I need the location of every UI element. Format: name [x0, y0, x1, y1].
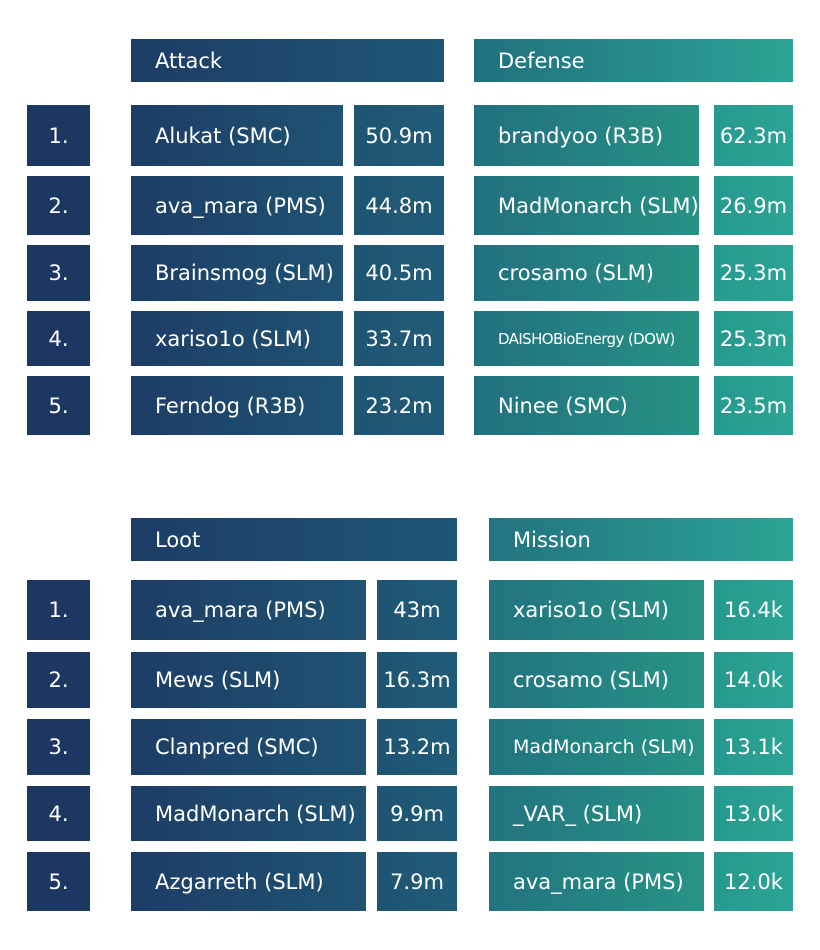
attack-player-name: xariso1o (SLM) — [131, 311, 343, 366]
mission-player-name: xariso1o (SLM) — [489, 580, 704, 640]
loot-player-value: 9.9m — [377, 786, 457, 841]
attack-player-value: 44.8m — [354, 176, 444, 235]
loot-player-name: Clanpred (SMC) — [131, 719, 366, 775]
mission-player-name: _VAR_ (SLM) — [489, 786, 704, 841]
rank-cell: 4. — [27, 311, 90, 366]
defense-player-name: crosamo (SLM) — [474, 245, 699, 301]
loot-header: Loot — [131, 518, 457, 561]
attack-player-name: Ferndog (R3B) — [131, 376, 343, 435]
rank-cell: 3. — [27, 245, 90, 301]
mission-player-value: 13.0k — [714, 786, 793, 841]
mission-player-name: MadMonarch (SLM) — [489, 719, 704, 775]
defense-player-value: 23.5m — [714, 376, 793, 435]
defense-player-name: DAISHOBioEnergy (DOW) — [474, 311, 699, 366]
mission-player-value: 13.1k — [714, 719, 793, 775]
rank-cell: 1. — [27, 105, 90, 166]
attack-player-name: Brainsmog (SLM) — [131, 245, 343, 301]
loot-player-name: ava_mara (PMS) — [131, 580, 366, 640]
defense-player-value: 25.3m — [714, 245, 793, 301]
rank-cell: 3. — [27, 719, 90, 775]
attack-header: Attack — [131, 39, 444, 82]
defense-header: Defense — [474, 39, 793, 82]
mission-player-name: crosamo (SLM) — [489, 652, 704, 708]
loot-player-name: Mews (SLM) — [131, 652, 366, 708]
mission-player-name: ava_mara (PMS) — [489, 852, 704, 911]
rank-cell: 4. — [27, 786, 90, 841]
loot-player-value: 13.2m — [377, 719, 457, 775]
defense-player-name: Ninee (SMC) — [474, 376, 699, 435]
mission-header: Mission — [489, 518, 793, 561]
defense-player-name: MadMonarch (SLM) — [474, 176, 699, 235]
attack-player-value: 50.9m — [354, 105, 444, 166]
rank-cell: 5. — [27, 852, 90, 911]
rank-cell: 2. — [27, 652, 90, 708]
attack-player-value: 23.2m — [354, 376, 444, 435]
defense-player-value: 25.3m — [714, 311, 793, 366]
rank-cell: 2. — [27, 176, 90, 235]
attack-player-name: ava_mara (PMS) — [131, 176, 343, 235]
rank-cell: 5. — [27, 376, 90, 435]
defense-player-value: 62.3m — [714, 105, 793, 166]
loot-player-name: Azgarreth (SLM) — [131, 852, 366, 911]
loot-player-value: 16.3m — [377, 652, 457, 708]
attack-player-value: 33.7m — [354, 311, 444, 366]
loot-player-name: MadMonarch (SLM) — [131, 786, 366, 841]
loot-player-value: 7.9m — [377, 852, 457, 911]
mission-player-value: 14.0k — [714, 652, 793, 708]
mission-player-value: 12.0k — [714, 852, 793, 911]
defense-player-name: brandyoo (R3B) — [474, 105, 699, 166]
attack-player-value: 40.5m — [354, 245, 444, 301]
attack-player-name: Alukat (SMC) — [131, 105, 343, 166]
rank-cell: 1. — [27, 580, 90, 640]
mission-player-value: 16.4k — [714, 580, 793, 640]
loot-player-value: 43m — [377, 580, 457, 640]
defense-player-value: 26.9m — [714, 176, 793, 235]
